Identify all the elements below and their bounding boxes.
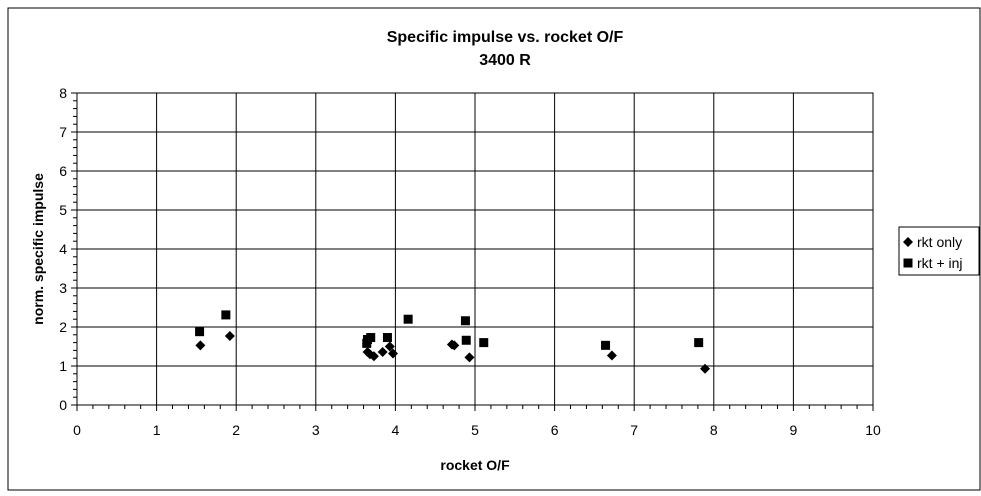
x-tick-label: 5 xyxy=(471,422,479,438)
legend-diamond-marker xyxy=(903,237,913,247)
rkt-only-point xyxy=(195,340,206,351)
x-tick-label: 1 xyxy=(153,422,161,438)
axes xyxy=(71,92,874,411)
rkt-inj-point xyxy=(461,335,471,345)
chart-title: Specific impulse vs. rocket O/F xyxy=(387,29,624,46)
rkt-only-point xyxy=(700,363,711,374)
x-axis-label: rocket O/F xyxy=(440,457,510,473)
x-tick-label: 7 xyxy=(630,422,638,438)
legend-label: rkt only xyxy=(917,234,962,250)
legend: rkt only rkt + inj xyxy=(898,226,980,276)
x-tick-label: 4 xyxy=(392,422,400,438)
x-tick-label: 9 xyxy=(790,422,798,438)
rkt-inj-point xyxy=(221,310,231,320)
rkt-only-point xyxy=(377,346,388,357)
rkt-inj-point xyxy=(479,338,489,348)
y-tick-label: 2 xyxy=(59,319,67,335)
x-tick-label: 3 xyxy=(312,422,320,438)
y-tick-label: 0 xyxy=(59,397,67,413)
legend-square-marker xyxy=(903,258,913,268)
rkt-inj-point xyxy=(601,340,611,350)
y-tick-label: 6 xyxy=(59,163,67,179)
x-tick-label: 8 xyxy=(710,422,718,438)
rkt-only-point xyxy=(449,340,460,351)
data-points xyxy=(195,310,711,374)
legend-label: rkt + inj xyxy=(917,255,963,271)
rkt-only-point xyxy=(224,330,235,341)
rkt-only-point xyxy=(388,348,399,359)
y-tick-label: 3 xyxy=(59,280,67,296)
y-tick-label: 5 xyxy=(59,202,67,218)
x-tick-label: 2 xyxy=(232,422,240,438)
x-tick-label: 0 xyxy=(73,422,81,438)
chart-subtitle: 3400 R xyxy=(479,52,531,69)
y-axis-label: norm. specific impulse xyxy=(30,173,46,325)
tick-labels: 0 1 2 3 4 5 6 7 8 9 10 0 1 2 3 4 5 6 7 8 xyxy=(59,85,881,438)
y-tick-label: 8 xyxy=(59,85,67,101)
x-tick-label: 6 xyxy=(551,422,559,438)
rkt-inj-point xyxy=(366,333,376,343)
rkt-inj-point xyxy=(195,327,205,337)
y-tick-label: 1 xyxy=(59,358,67,374)
rkt-inj-point xyxy=(460,316,470,326)
rkt-inj-point xyxy=(403,314,413,324)
rkt-only-point xyxy=(606,350,617,361)
rkt-inj-point xyxy=(382,333,392,343)
rkt-inj-point xyxy=(694,338,704,348)
rkt-only-point xyxy=(368,351,379,362)
rkt-only-point xyxy=(384,341,395,352)
x-tick-label: 10 xyxy=(865,422,881,438)
y-tick-label: 7 xyxy=(59,124,67,140)
y-tick-label: 4 xyxy=(59,241,67,257)
rkt-only-point xyxy=(464,352,475,363)
